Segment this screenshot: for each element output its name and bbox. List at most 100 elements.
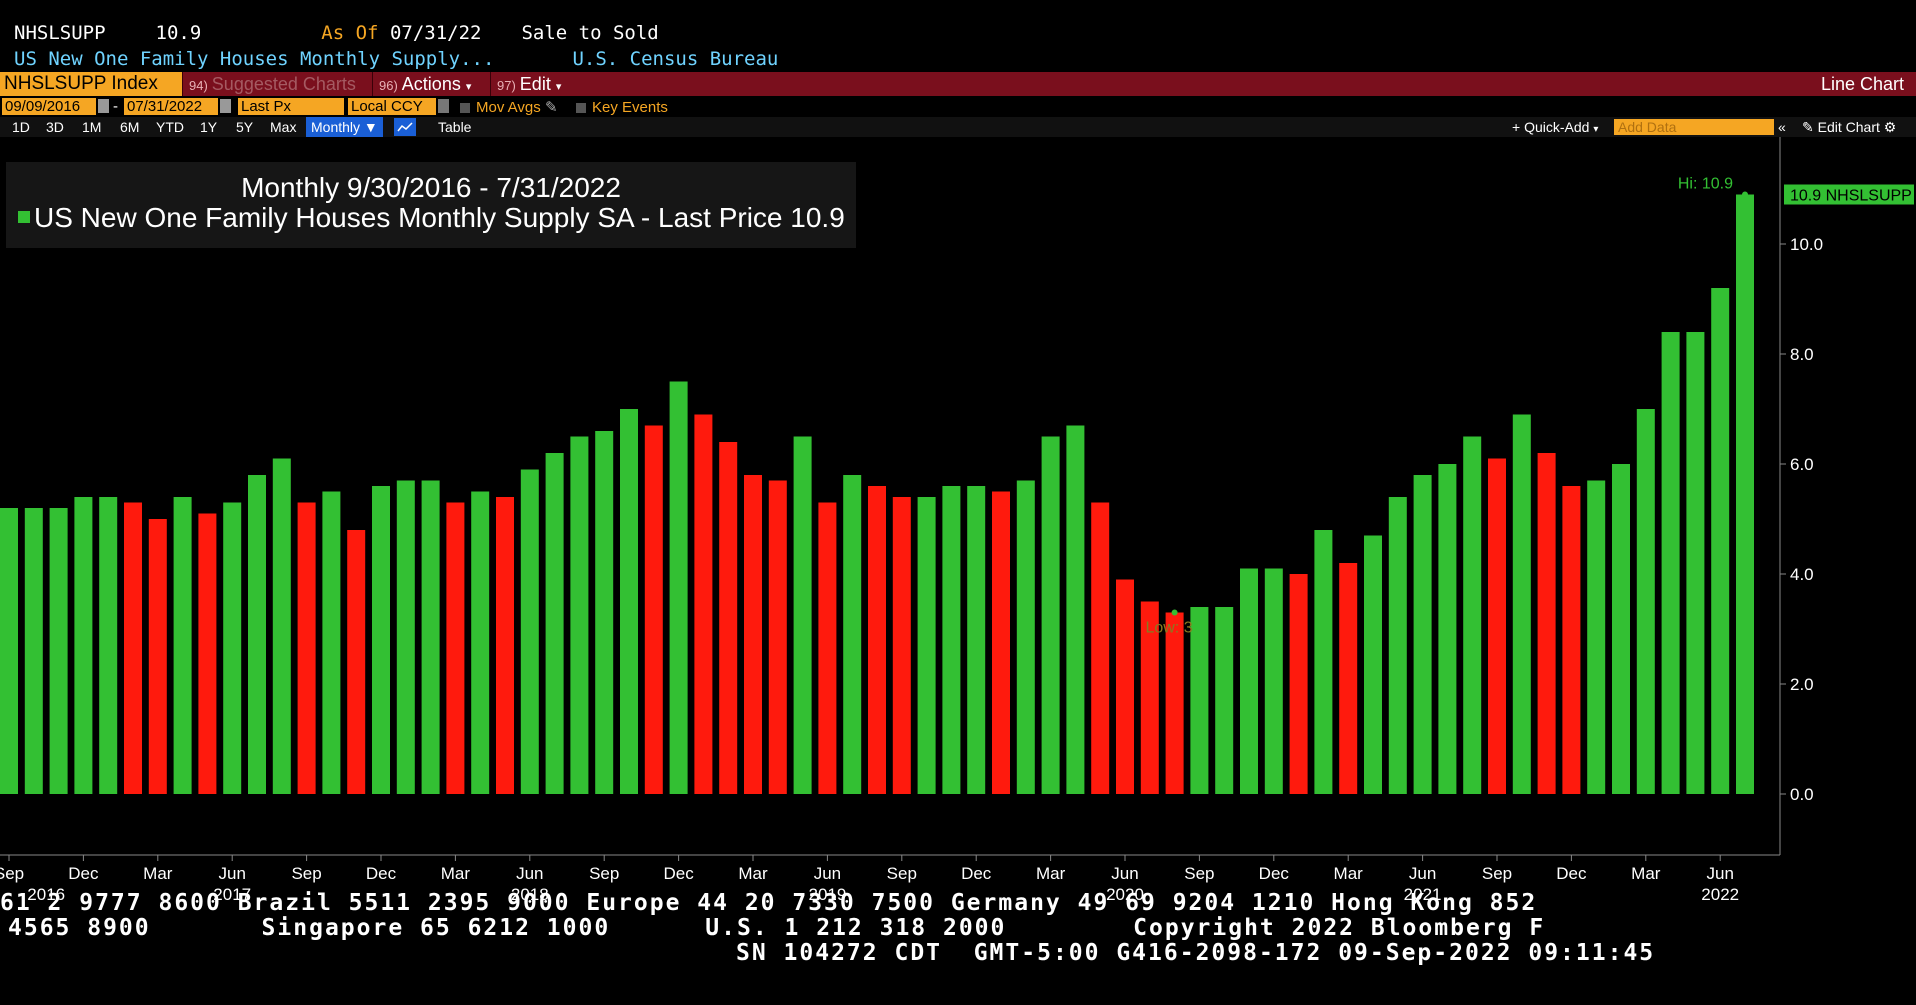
bar xyxy=(248,475,266,794)
price-field-select[interactable]: Last Px xyxy=(238,98,344,115)
collapse-icon[interactable]: « xyxy=(1778,119,1786,135)
x-month-label: Dec xyxy=(1556,864,1587,883)
actions-number: 96) xyxy=(379,78,398,93)
bar xyxy=(570,436,589,794)
bar xyxy=(322,491,341,794)
table-button[interactable]: Table xyxy=(438,119,472,135)
last-value-tag xyxy=(1784,184,1914,205)
chevron-down-icon: ▾ xyxy=(555,81,562,93)
bar xyxy=(1066,425,1085,794)
chevron-down-icon: ▾ xyxy=(1593,124,1599,135)
bar xyxy=(173,497,192,794)
bar xyxy=(843,475,862,794)
pencil-icon[interactable]: ✎ xyxy=(544,99,558,116)
x-year-label: 2017 xyxy=(213,885,251,904)
bar xyxy=(1190,607,1209,794)
source-text: U.S. Census Bureau xyxy=(572,48,779,70)
period-3d[interactable]: 3D xyxy=(46,119,64,135)
bar xyxy=(1736,194,1754,794)
line-chart-icon[interactable] xyxy=(394,118,416,136)
x-year-label: 2021 xyxy=(1404,885,1442,904)
bar xyxy=(198,513,217,794)
x-month-label: Sep xyxy=(0,864,24,883)
x-month-label: Mar xyxy=(738,864,768,883)
x-year-label: 2016 xyxy=(27,885,65,904)
end-date-input[interactable]: 07/31/2022 xyxy=(124,98,218,115)
bar xyxy=(768,480,787,794)
footer-contacts-line2: 4565 8900 Singapore 65 6212 1000 U.S. 1 … xyxy=(8,915,1546,941)
legend-series[interactable]: US New One Family Houses Monthly Supply … xyxy=(18,202,845,234)
bar xyxy=(1215,607,1234,794)
gear-icon[interactable]: ⚙ xyxy=(1883,119,1897,135)
x-month-label: Sep xyxy=(1184,864,1214,883)
bar xyxy=(49,508,68,794)
low-label: Low: 3 xyxy=(1145,620,1192,637)
period-ytd[interactable]: YTD xyxy=(156,119,184,135)
suggested-charts-button[interactable]: 94) Suggested Charts xyxy=(182,72,368,96)
bar xyxy=(793,436,812,794)
chevron-down-icon: ▾ xyxy=(465,81,472,93)
edit-menu-button[interactable]: 97) Edit ▾ xyxy=(490,72,572,96)
x-month-label: Mar xyxy=(441,864,471,883)
bar xyxy=(1686,332,1705,794)
ticker-input[interactable]: NHSLSUPP Index xyxy=(0,72,182,96)
calendar-icon[interactable] xyxy=(220,99,231,113)
bar xyxy=(1512,414,1531,794)
chevron-down-icon[interactable] xyxy=(438,99,449,113)
chart-type-label[interactable]: Line Chart xyxy=(1820,74,1904,94)
bar xyxy=(1711,288,1730,794)
bar xyxy=(595,431,614,794)
x-month-label: Dec xyxy=(366,864,397,883)
bar xyxy=(669,381,688,794)
bar xyxy=(1041,436,1060,794)
bar xyxy=(520,469,539,794)
as-of-label: As Of xyxy=(321,22,379,44)
actions-menu-button[interactable]: 96) Actions ▾ xyxy=(372,72,488,96)
x-ticks-group: Sep Dec Mar Jun Sep Dec Mar Jun Sep Dec Mar Jun Sep D… xyxy=(0,855,1739,904)
last-value: 10.9 xyxy=(155,22,202,44)
x-month-label: Sep xyxy=(887,864,917,883)
period-1m[interactable]: 1M xyxy=(82,119,102,135)
bar xyxy=(1016,480,1035,794)
edit-label: Edit xyxy=(519,74,551,94)
x-month-label: Mar xyxy=(143,864,173,883)
security-header: NHSLSUPP 10.9 As Of 07/31/22 Sale to Sold xyxy=(14,22,659,44)
key-events-checkbox[interactable]: Key Events xyxy=(576,99,668,116)
x-year-label: 2019 xyxy=(808,885,846,904)
period-5y[interactable]: 5Y xyxy=(236,119,254,135)
bar xyxy=(74,497,93,794)
edit-chart-button[interactable]: ✎ Edit Chart ⚙ xyxy=(1802,117,1896,137)
period-6m[interactable]: 6M xyxy=(120,119,140,135)
bar xyxy=(1140,601,1159,794)
y-tick-label: 2.0 xyxy=(1790,675,1814,694)
bar xyxy=(272,458,291,794)
frequency-select[interactable]: Monthly ▼ xyxy=(306,117,383,137)
mov-avgs-checkbox[interactable]: Mov Avgs ✎ xyxy=(460,99,558,116)
bar xyxy=(1165,612,1184,794)
quick-add-button[interactable]: + Quick-Add ▾ xyxy=(1512,117,1598,140)
add-data-input[interactable]: Add Data xyxy=(1614,119,1774,135)
bar xyxy=(545,453,564,794)
x-month-label: Dec xyxy=(68,864,99,883)
bar xyxy=(818,502,837,794)
calendar-icon[interactable] xyxy=(98,99,109,113)
bar xyxy=(372,486,390,794)
date-separator: - xyxy=(113,98,118,115)
bar xyxy=(1562,486,1581,794)
bar xyxy=(1537,453,1556,794)
bar xyxy=(1289,574,1308,794)
start-date-input[interactable]: 09/09/2016 xyxy=(2,98,96,115)
chart-legend[interactable]: Monthly 9/30/2016 - 7/31/2022 US New One… xyxy=(6,162,856,248)
bar xyxy=(297,502,316,794)
period-1y[interactable]: 1Y xyxy=(200,119,218,135)
bar xyxy=(744,475,762,794)
as-of-date: 07/31/22 xyxy=(389,22,482,44)
x-month-label: Dec xyxy=(961,864,992,883)
bar xyxy=(1388,497,1407,794)
x-month-label: Jun xyxy=(1706,864,1733,883)
x-year-label: 2018 xyxy=(511,885,549,904)
period-max[interactable]: Max xyxy=(270,119,297,135)
bar xyxy=(347,530,366,794)
period-1d[interactable]: 1D xyxy=(12,119,30,135)
currency-select[interactable]: Local CCY xyxy=(348,98,436,115)
